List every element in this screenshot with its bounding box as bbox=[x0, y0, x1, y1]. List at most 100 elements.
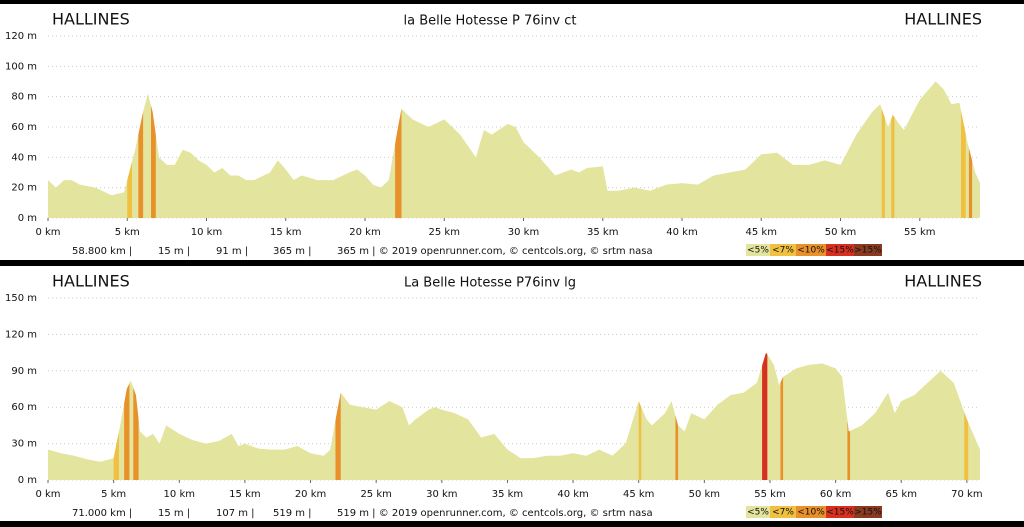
y-tick-label: 60 m bbox=[11, 402, 37, 413]
gradient-band bbox=[395, 81, 402, 218]
y-tick-label: 90 m bbox=[11, 366, 37, 377]
x-tick-label: 50 km bbox=[825, 227, 856, 238]
elevation-area bbox=[48, 81, 980, 218]
x-tick-label: 10 km bbox=[164, 489, 195, 500]
x-tick-label: 35 km bbox=[492, 489, 523, 500]
legend-label: <10% bbox=[797, 508, 825, 518]
y-tick-label: 30 m bbox=[11, 439, 37, 450]
gradient-band bbox=[847, 352, 851, 480]
x-tick-label: 5 km bbox=[101, 489, 126, 500]
x-tick-label: 25 km bbox=[429, 227, 460, 238]
legend-swatch bbox=[826, 506, 854, 518]
legend-label: <15% bbox=[826, 246, 854, 256]
y-tick-label: 120 m bbox=[5, 329, 37, 340]
legend-swatch bbox=[854, 244, 882, 256]
y-tick-label: 60 m bbox=[11, 122, 37, 133]
legend-swatch bbox=[796, 244, 826, 256]
chart-title: la Belle Hotesse P 76inv ct bbox=[404, 14, 577, 29]
border bbox=[0, 521, 1024, 527]
elevation-area bbox=[48, 352, 980, 480]
y-tick-label: 40 m bbox=[11, 152, 37, 163]
legend-swatch bbox=[746, 244, 770, 256]
x-tick-label: 65 km bbox=[886, 489, 917, 500]
x-tick-label: 40 km bbox=[557, 489, 588, 500]
x-tick-label: 45 km bbox=[623, 489, 654, 500]
gradient-band bbox=[335, 352, 341, 480]
legend-swatch bbox=[770, 244, 796, 256]
gradient-band bbox=[138, 81, 144, 218]
x-tick-label: 35 km bbox=[587, 227, 618, 238]
x-tick-label: 50 km bbox=[689, 489, 720, 500]
gradient-band bbox=[891, 81, 895, 218]
x-tick-label: 10 km bbox=[191, 227, 222, 238]
legend-label: <7% bbox=[772, 246, 794, 256]
x-tick-label: 30 km bbox=[426, 489, 457, 500]
legend-swatch bbox=[854, 506, 882, 518]
x-tick-label: 0 km bbox=[35, 227, 60, 238]
y-tick-label: 100 m bbox=[5, 61, 37, 72]
x-tick-label: 30 km bbox=[508, 227, 539, 238]
legend-label: >15% bbox=[854, 508, 882, 518]
legend-swatch bbox=[770, 506, 796, 518]
x-tick-label: 60 km bbox=[820, 489, 851, 500]
gradient-band bbox=[780, 352, 784, 480]
x-tick-label: 70 km bbox=[951, 489, 982, 500]
end-label: HALLINES bbox=[904, 10, 982, 29]
footer-text: 519 m | © 2019 openrunner.com, © centcol… bbox=[337, 508, 653, 519]
legend-label: >15% bbox=[854, 246, 882, 256]
legend-swatch bbox=[746, 506, 770, 518]
border bbox=[0, 0, 1024, 4]
y-tick-label: 150 m bbox=[5, 293, 37, 304]
legend-swatch bbox=[796, 506, 826, 518]
x-tick-label: 20 km bbox=[295, 489, 326, 500]
footer-text: 71.000 km | bbox=[72, 508, 132, 519]
footer-text: 58.800 km | bbox=[72, 246, 132, 257]
x-tick-label: 55 km bbox=[904, 227, 935, 238]
y-tick-label: 120 m bbox=[5, 31, 37, 42]
separator bbox=[0, 260, 1024, 266]
x-tick-label: 25 km bbox=[360, 489, 391, 500]
legend-label: <7% bbox=[772, 508, 794, 518]
end-label: HALLINES bbox=[904, 272, 982, 291]
legend-swatch bbox=[826, 244, 854, 256]
x-tick-label: 15 km bbox=[270, 227, 301, 238]
gradient-band bbox=[127, 81, 133, 218]
x-tick-label: 45 km bbox=[746, 227, 777, 238]
legend-label: <15% bbox=[826, 508, 854, 518]
gradient-band bbox=[960, 81, 966, 218]
y-tick-label: 20 m bbox=[11, 183, 37, 194]
footer-text: 107 m | bbox=[216, 508, 255, 519]
start-label: HALLINES bbox=[52, 272, 130, 291]
gradient-band bbox=[133, 352, 139, 480]
gradient-band bbox=[124, 352, 130, 480]
legend-label: <10% bbox=[797, 246, 825, 256]
start-label: HALLINES bbox=[52, 10, 130, 29]
footer-text: 15 m | bbox=[158, 246, 190, 257]
y-tick-label: 0 m bbox=[18, 213, 37, 224]
legend-label: <5% bbox=[747, 508, 769, 518]
x-tick-label: 40 km bbox=[666, 227, 697, 238]
footer-text: 519 m | bbox=[273, 508, 312, 519]
chart-title: La Belle Hotesse P76inv lg bbox=[404, 276, 576, 291]
x-tick-label: 20 km bbox=[349, 227, 380, 238]
gradient-band bbox=[151, 81, 156, 218]
footer-text: 91 m | bbox=[216, 246, 248, 257]
legend-label: <5% bbox=[747, 246, 769, 256]
x-tick-label: 15 km bbox=[229, 489, 260, 500]
x-tick-label: 0 km bbox=[35, 489, 60, 500]
gradient-band bbox=[964, 352, 969, 480]
gradient-band bbox=[675, 352, 679, 480]
gradient-band bbox=[113, 352, 119, 480]
footer-text: 365 m | bbox=[273, 246, 312, 257]
footer-text: 15 m | bbox=[158, 508, 190, 519]
gradient-band bbox=[881, 81, 885, 218]
x-tick-label: 55 km bbox=[754, 489, 785, 500]
y-tick-label: 80 m bbox=[11, 92, 37, 103]
gradient-band bbox=[762, 352, 768, 480]
gradient-band bbox=[638, 352, 642, 480]
gradient-band bbox=[968, 81, 973, 218]
y-tick-label: 0 m bbox=[18, 475, 37, 486]
footer-text: 365 m | © 2019 openrunner.com, © centcol… bbox=[337, 246, 653, 257]
x-tick-label: 5 km bbox=[115, 227, 140, 238]
